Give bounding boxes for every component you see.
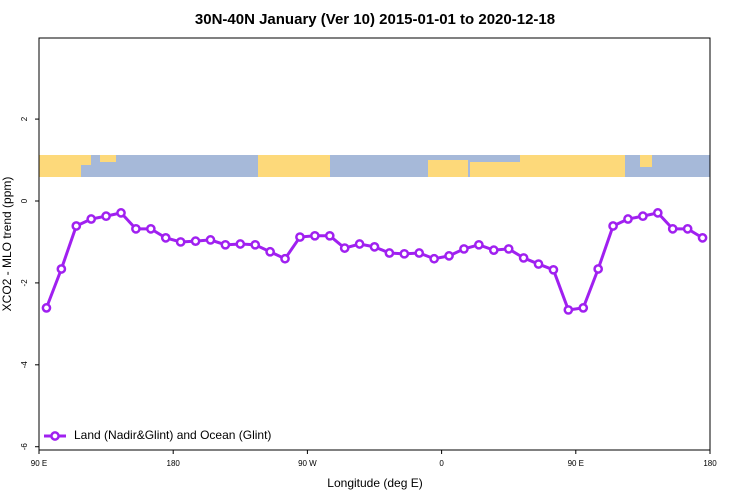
data-point — [354, 239, 365, 249]
y-tick-label: -2 — [20, 279, 29, 287]
data-point — [474, 239, 484, 250]
land-patch — [258, 155, 330, 177]
data-point — [593, 264, 604, 274]
y-tick-label: -6 — [20, 443, 29, 451]
data-point — [280, 253, 290, 264]
data-point — [250, 239, 261, 250]
x-tick-label: 90 E — [31, 459, 47, 468]
x-tick-label: 90 W — [298, 459, 317, 468]
data-point — [131, 223, 141, 234]
data-point — [205, 235, 216, 245]
data-point — [652, 208, 663, 218]
series-line — [45, 211, 704, 312]
data-point — [533, 259, 544, 269]
data-point — [518, 253, 529, 263]
data-point — [190, 236, 201, 246]
data-point — [175, 237, 186, 247]
data-point — [459, 244, 469, 254]
data-point — [295, 232, 305, 242]
land-patch — [640, 155, 652, 167]
x-tick-label: 0 — [439, 459, 444, 468]
data-point — [310, 230, 320, 241]
data-point — [503, 244, 514, 254]
chart-title: 30N-40N January (Ver 10) 2015-01-01 to 2… — [195, 11, 555, 28]
data-point — [56, 264, 67, 274]
data-point — [86, 214, 97, 224]
data-point — [667, 223, 678, 234]
data-point — [548, 264, 559, 275]
data-point — [608, 221, 618, 231]
data-point — [429, 253, 439, 264]
data-point — [638, 211, 648, 222]
x-tick-label: 180 — [167, 459, 181, 468]
data-point — [578, 303, 589, 313]
data-point — [414, 248, 425, 258]
data-point — [101, 211, 111, 222]
data-point — [265, 246, 275, 257]
land-patch — [428, 160, 468, 177]
land-patch — [470, 162, 520, 177]
y-axis-label: XCO2 - MLO trend (ppm) — [0, 177, 14, 312]
y-tick-label: 0 — [20, 198, 29, 203]
legend-label: Land (Nadir&Glint) and Ocean (Glint) — [74, 428, 271, 442]
plot-frame — [38, 37, 711, 451]
data-point — [399, 248, 410, 259]
y-tick-label: 2 — [20, 116, 29, 121]
data-point — [384, 248, 395, 258]
data-point — [324, 230, 335, 241]
legend-marker — [50, 431, 60, 441]
land-ocean-strip — [39, 155, 710, 177]
land-patch — [81, 155, 91, 165]
x-tick-label: 180 — [703, 459, 717, 468]
land-patch — [39, 155, 81, 177]
data-point — [682, 223, 693, 234]
data-point — [623, 214, 633, 224]
data-point — [488, 245, 499, 255]
data-point — [160, 233, 171, 243]
data-point — [220, 239, 231, 250]
data-point — [41, 303, 52, 313]
land-patch — [100, 155, 116, 162]
data-point — [563, 305, 574, 315]
x-axis-label: Longitude (deg E) — [327, 476, 422, 490]
x-tick-label: 90 E — [568, 459, 584, 468]
land-patch — [520, 155, 625, 177]
data-point — [369, 242, 380, 252]
data-point — [339, 243, 350, 253]
data-point — [235, 239, 246, 249]
data-point — [116, 208, 126, 218]
data-point — [444, 251, 454, 261]
data-point — [71, 221, 82, 231]
data-point — [145, 223, 156, 234]
data-point — [697, 233, 708, 243]
y-tick-label: -4 — [20, 361, 29, 369]
